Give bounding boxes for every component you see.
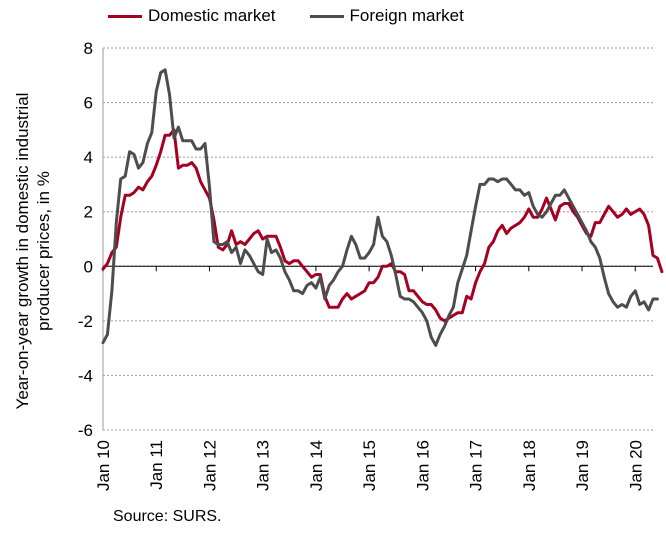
y-tick-label: -2 [78,312,93,331]
x-tick-label: Jan 16 [413,440,432,491]
legend-item-domestic: Domestic market [108,6,276,26]
y-tick-label: 0 [84,257,93,276]
y-tick-label: 6 [84,94,93,113]
y-tick-label: 4 [84,148,93,167]
source-note: Source: SURS. [113,508,222,525]
x-tick-label: Jan 12 [200,440,219,491]
y-tick-label: 2 [84,203,93,222]
x-tick-label: Jan 15 [360,440,379,491]
series-line-foreign [101,68,659,347]
x-tick-label: Jan 10 [94,440,113,491]
x-tick-label: Jan 18 [520,440,539,491]
legend: Domestic market Foreign market [108,6,464,26]
y-tick-label: 8 [84,39,93,58]
y-tick-label: -4 [78,366,93,385]
legend-swatch-foreign [309,14,344,18]
x-tick-label: Jan 11 [147,440,166,490]
x-tick-label: Jan 19 [573,440,592,491]
x-tick-label: Jan 13 [254,440,273,491]
legend-item-foreign: Foreign market [309,6,464,26]
legend-label-foreign: Foreign market [349,6,464,25]
legend-label-domestic: Domestic market [148,6,276,25]
x-tick-label: Jan 14 [307,440,326,491]
x-tick-label: Jan 17 [467,440,486,491]
y-tick-label: -6 [78,421,93,440]
x-tick-label: Jan 20 [626,440,645,491]
series-line-domestic [101,128,664,323]
legend-swatch-domestic [108,14,142,18]
